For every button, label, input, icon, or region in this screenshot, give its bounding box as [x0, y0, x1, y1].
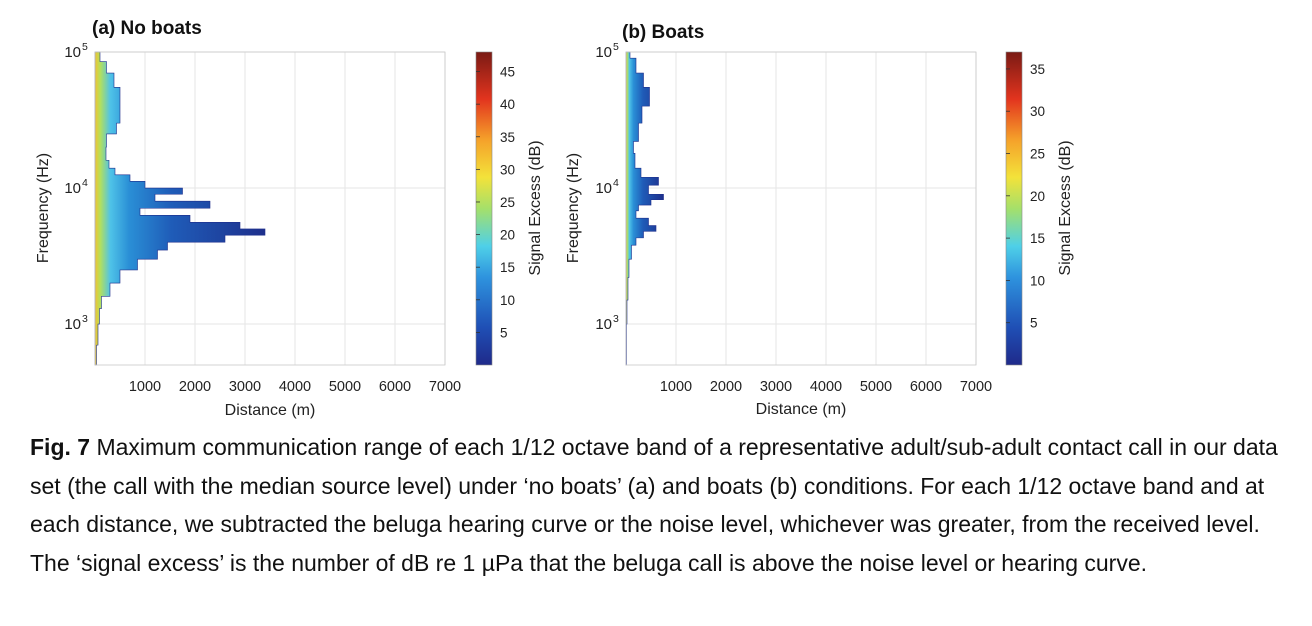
panel-b-colorbar-tick-3: 20: [1030, 189, 1045, 204]
panel-a-colorbar-tick-5: 30: [500, 162, 515, 177]
panel-b-colorbar-tick-4: 25: [1030, 147, 1045, 162]
panel-b-colorbar-tick-0: 5: [1030, 316, 1038, 331]
panel-a-colorbar: [475, 51, 493, 366]
figure-caption: Fig. 7 Maximum communication range of ea…: [30, 428, 1290, 582]
panel-a-plot-area: [94, 51, 446, 366]
panel-b-x-tick-2: 3000: [760, 379, 792, 395]
panel-b: (b) Boats 1000 2000 3000 4000 5000 6000 7000 1…: [565, 22, 1074, 418]
panel-a-y-tick-exp-2: 5: [82, 41, 88, 53]
panel-a-x-tick-2: 3000: [229, 379, 261, 395]
panel-b-x-axis-label: Distance (m): [756, 401, 847, 418]
panel-a-colorbar-tick-7: 40: [500, 97, 515, 112]
panel-b-x-tick-5: 6000: [910, 379, 942, 395]
panel-a-y-tick-2: 10: [64, 44, 81, 61]
panel-b-x-tick-1: 2000: [710, 379, 742, 395]
panel-a-heatmap: [94, 51, 266, 366]
panel-a-colorbar-tick-6: 35: [500, 130, 515, 145]
panel-b-x-ticks: 1000 2000 3000 4000 5000 6000 7000: [660, 379, 992, 395]
panel-a-y-tick-0: 10: [64, 316, 81, 333]
panel-a-colorbar-tick-2: 15: [500, 260, 515, 275]
panel-b-y-tick-exp-0: 3: [613, 313, 619, 325]
panel-a-x-ticks: 1000 2000 3000 4000 5000 6000 7000: [129, 379, 461, 395]
panel-b-colorbar-ticks: 5 10 15 20 25 30 35: [1006, 62, 1045, 331]
panel-a-x-tick-0: 1000: [129, 379, 161, 395]
panel-a-y-tick-exp-0: 3: [82, 313, 88, 325]
panel-a-colorbar-tick-0: 5: [500, 325, 508, 340]
panel-a-x-tick-5: 6000: [379, 379, 411, 395]
panel-a-colorbar-tick-1: 10: [500, 293, 515, 308]
panel-b-colorbar: [1005, 51, 1023, 366]
panel-a-x-tick-4: 5000: [329, 379, 361, 395]
panel-a-colorbar-tick-8: 45: [500, 65, 515, 80]
panel-b-heatmap: [625, 51, 664, 366]
panel-a-colorbar-tick-4: 25: [500, 195, 515, 210]
panel-b-y-axis-label: Frequency (Hz): [565, 153, 582, 263]
panel-b-x-tick-6: 7000: [960, 379, 992, 395]
figure-7: (a) No boats 1000 2000 3000 4000 5000 6000 700…: [35, 18, 1074, 419]
caption-text: Maximum communication range of each 1/12…: [30, 434, 1278, 576]
panel-a-y-tick-exp-1: 4: [82, 177, 88, 189]
panel-a: (a) No boats 1000 2000 3000 4000 5000 6000 700…: [35, 18, 544, 419]
panel-b-x-tick-0: 1000: [660, 379, 692, 395]
panel-b-x-tick-3: 4000: [810, 379, 842, 395]
panel-a-y-tick-1: 10: [64, 180, 81, 197]
panel-a-x-tick-3: 4000: [279, 379, 311, 395]
panel-b-signal-excess-region: [625, 51, 664, 366]
panel-b-colorbar-tick-5: 30: [1030, 104, 1045, 119]
panel-a-title: (a) No boats: [92, 18, 202, 39]
panel-a-signal-excess-region: [94, 51, 266, 366]
panel-b-title: (b) Boats: [622, 22, 704, 43]
panel-b-plot-area: [625, 51, 977, 366]
panel-a-colorbar-ticks: 5 10 15 20 25 30 35 40 45: [476, 65, 515, 340]
panel-b-colorbar-label: Signal Excess (dB): [1057, 140, 1074, 275]
panel-b-y-tick-0: 10: [595, 316, 612, 333]
panel-b-colorbar-tick-2: 15: [1030, 231, 1045, 246]
panel-a-x-axis-label: Distance (m): [225, 402, 316, 419]
panel-a-x-tick-6: 7000: [429, 379, 461, 395]
panel-a-x-tick-1: 2000: [179, 379, 211, 395]
panel-b-y-tick-2: 10: [595, 44, 612, 61]
panel-b-colorbar-tick-6: 35: [1030, 62, 1045, 77]
panel-a-y-axis-label: Frequency (Hz): [35, 153, 52, 263]
panel-b-colorbar-tick-1: 10: [1030, 273, 1045, 288]
panel-a-colorbar-tick-3: 20: [500, 228, 515, 243]
panel-b-gridlines: [626, 51, 977, 365]
panel-b-x-tick-4: 5000: [860, 379, 892, 395]
panel-a-colorbar-label: Signal Excess (dB): [527, 140, 544, 275]
panel-b-y-tick-exp-2: 5: [613, 41, 619, 53]
panel-b-y-tick-1: 10: [595, 180, 612, 197]
panel-b-y-tick-exp-1: 4: [613, 177, 619, 189]
caption-label: Fig. 7: [30, 434, 91, 460]
